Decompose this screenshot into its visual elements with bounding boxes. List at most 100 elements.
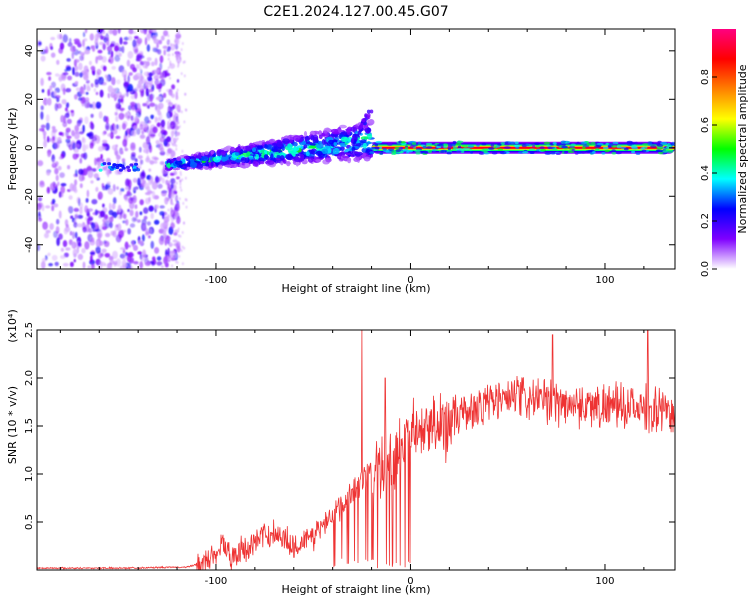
noise-blob	[81, 248, 86, 254]
noise-blob	[90, 113, 94, 118]
noise-blob	[159, 211, 165, 216]
carrier-blob	[580, 151, 587, 154]
noise-blob	[180, 188, 183, 192]
signal-blob	[245, 163, 250, 169]
noise-blob	[119, 94, 125, 99]
noise-blob	[97, 146, 104, 152]
noise-blob	[175, 147, 178, 151]
noise-blob	[170, 198, 173, 202]
noise-blob	[150, 240, 155, 249]
signal-blob	[308, 149, 315, 154]
noise-blob	[146, 155, 150, 161]
noise-blob	[171, 142, 174, 146]
carrier-blob	[539, 146, 545, 149]
noise-blob	[58, 74, 63, 83]
noise-blob	[37, 213, 42, 220]
carrier-blob	[451, 148, 458, 151]
snr-series-line	[37, 330, 675, 570]
noise-blob	[122, 123, 127, 130]
signal-blob	[303, 131, 308, 137]
signal-blob	[318, 130, 323, 137]
signal-blob	[303, 144, 308, 149]
noise-blob	[135, 111, 142, 118]
noise-blob	[132, 67, 137, 73]
noise-blob	[102, 219, 106, 228]
noise-blob	[114, 111, 118, 116]
noise-blob	[52, 128, 58, 133]
noise-blob	[91, 263, 95, 268]
spectrogram-x-tick-label: 100	[595, 275, 614, 286]
signal-blob	[269, 138, 276, 143]
noise-blob	[126, 190, 131, 196]
signal-blob	[251, 147, 257, 153]
carrier-blob	[391, 152, 396, 155]
noise-blob	[153, 157, 159, 161]
noise-blob	[107, 188, 114, 195]
noise-blob	[42, 97, 49, 106]
carrier-blob	[647, 143, 653, 146]
carrier-blob	[499, 151, 507, 155]
noise-blob	[44, 232, 49, 239]
noise-blob	[120, 229, 125, 235]
noise-blob	[149, 133, 156, 137]
noise-blob	[175, 241, 181, 249]
signal-blob	[281, 146, 285, 152]
noise-blob	[96, 32, 100, 39]
noise-blob	[86, 84, 90, 88]
signal-blob	[273, 158, 277, 163]
noise-blob	[106, 41, 110, 46]
noise-blob	[73, 188, 78, 194]
signal-blob	[339, 142, 346, 146]
noise-blob	[67, 75, 73, 81]
noise-blob	[135, 127, 141, 135]
noise-blob	[136, 177, 141, 186]
spectrogram-x-label: Height of straight line (km)	[281, 282, 430, 295]
noise-blob	[181, 245, 184, 249]
noise-blob	[159, 72, 165, 78]
noise-blob	[128, 196, 134, 204]
noise-blob	[170, 148, 173, 152]
noise-blob	[45, 122, 50, 131]
noise-blob	[84, 69, 89, 78]
noise-blob	[65, 127, 71, 133]
noise-blob	[55, 174, 59, 182]
carrier-blob	[590, 141, 596, 145]
signal-blob	[321, 148, 329, 154]
noise-blob	[46, 71, 52, 76]
signal-blob	[367, 127, 371, 133]
noise-blob	[72, 248, 78, 257]
noise-blob	[154, 78, 160, 86]
noise-blob	[166, 111, 172, 119]
noise-blob	[98, 260, 103, 269]
noise-blob	[180, 249, 183, 253]
noise-blob	[62, 262, 69, 267]
noise-blob	[179, 57, 182, 61]
noise-blob	[179, 173, 182, 177]
noise-blob	[158, 142, 164, 151]
noise-blob	[117, 29, 121, 34]
noise-blob	[73, 259, 77, 263]
noise-blob	[46, 186, 51, 194]
noise-blob	[85, 79, 90, 84]
noise-blob	[181, 149, 184, 153]
noise-blob	[85, 91, 89, 95]
noise-blob	[115, 115, 119, 122]
signal-blob	[111, 165, 116, 169]
noise-blob	[79, 157, 83, 164]
signal-blob	[357, 130, 362, 135]
noise-blob	[133, 261, 139, 265]
noise-blob	[140, 159, 144, 165]
noise-blob	[160, 222, 165, 230]
carrier-blob	[612, 141, 619, 145]
noise-blob	[150, 260, 155, 265]
noise-blob	[146, 189, 152, 196]
noise-blob	[159, 55, 164, 63]
signal-blob	[327, 147, 332, 154]
noise-blob	[117, 215, 122, 220]
signal-blob	[230, 146, 236, 152]
noise-blob	[162, 45, 168, 49]
noise-blob	[113, 260, 118, 265]
noise-blob	[58, 233, 63, 240]
noise-blob	[58, 210, 62, 219]
carrier-blob	[631, 146, 638, 150]
